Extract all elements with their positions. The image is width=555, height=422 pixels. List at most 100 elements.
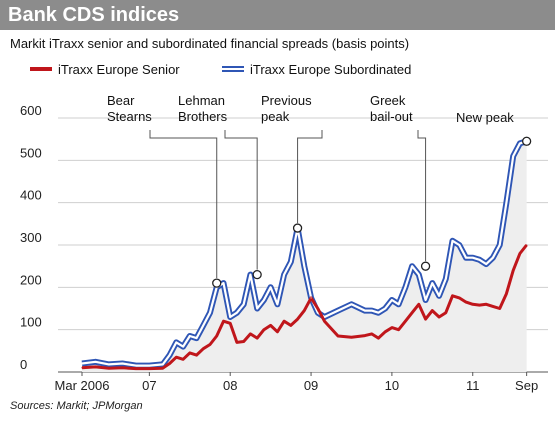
annotation-marker-2 bbox=[292, 223, 303, 233]
senior-point-35 bbox=[377, 337, 380, 339]
senior-point-39 bbox=[404, 320, 406, 322]
senior-point-5 bbox=[148, 368, 150, 370]
subordinated-point-45 bbox=[445, 278, 447, 280]
subordinated-point-12 bbox=[202, 324, 204, 327]
legend-senior-label: iTraxx Europe Senior bbox=[58, 61, 180, 77]
subordinated-point-25 bbox=[290, 261, 292, 263]
senior-point-31 bbox=[337, 335, 339, 337]
senior-point-33 bbox=[364, 334, 366, 337]
senior-point-52 bbox=[492, 305, 494, 307]
subordinated-point-6 bbox=[162, 363, 164, 365]
senior-point-54 bbox=[505, 293, 508, 295]
subordinated-point-20 bbox=[256, 307, 258, 310]
subordinated-point-39 bbox=[404, 286, 406, 288]
annotation-label-2-0: Previous bbox=[261, 93, 312, 108]
senior-point-50 bbox=[478, 304, 481, 306]
annotation-marker-1 bbox=[252, 269, 262, 280]
senior-point-14 bbox=[216, 335, 218, 337]
subordinated-point-55 bbox=[512, 155, 514, 157]
annotation-label-2-1: peak bbox=[261, 109, 290, 124]
senior-point-11 bbox=[195, 354, 198, 356]
subordinated-point-21 bbox=[263, 299, 265, 301]
subordinated-point-13 bbox=[209, 312, 211, 314]
subordinated-point-19 bbox=[249, 274, 252, 276]
y-tick-label-300: 300 bbox=[20, 230, 42, 245]
senior-point-17 bbox=[236, 341, 238, 343]
x-tick-labels: Mar 2006 07 08 09 10 11 Sep bbox=[55, 378, 539, 393]
legend-senior-swatch bbox=[30, 67, 52, 71]
senior-point-26 bbox=[296, 318, 299, 320]
subordinated-point-8 bbox=[175, 341, 177, 343]
subordinated-point-15 bbox=[222, 282, 225, 284]
subordinated-point-0 bbox=[81, 362, 83, 365]
senior-point-12 bbox=[202, 348, 204, 350]
senior-point-13 bbox=[209, 343, 211, 346]
annotation-label-3-0: Greek bbox=[370, 93, 406, 108]
senior-point-36 bbox=[384, 331, 386, 333]
subordinated-point-18 bbox=[243, 303, 245, 305]
senior-point-40 bbox=[411, 312, 413, 314]
senior-point-1 bbox=[94, 366, 97, 368]
senior-point-20 bbox=[256, 337, 258, 339]
subordinated-point-37 bbox=[391, 299, 393, 301]
subordinated-point-56 bbox=[519, 142, 521, 144]
senior-point-34 bbox=[371, 333, 373, 335]
y-tick-label-500: 500 bbox=[20, 145, 42, 160]
subordinated-point-3 bbox=[121, 362, 124, 365]
senior-point-23 bbox=[276, 331, 278, 333]
subordinated-point-16 bbox=[229, 316, 231, 318]
subordinated-point-48 bbox=[465, 257, 467, 259]
annotation-marker-4 bbox=[521, 136, 532, 146]
subordinated-point-35 bbox=[377, 312, 380, 314]
senior-point-6 bbox=[162, 367, 164, 369]
subordinated-point-42 bbox=[424, 299, 427, 301]
annotation-marker-0 bbox=[212, 278, 222, 288]
senior-point-48 bbox=[465, 301, 467, 303]
legend-senior: iTraxx Europe Senior bbox=[30, 60, 180, 78]
legend-subordinated: iTraxx Europe Subordinated bbox=[222, 60, 411, 78]
y-tick-labels: 0 100 200 300 400 500 600 bbox=[20, 103, 42, 372]
x-tick-label-4: 10 bbox=[385, 378, 399, 393]
subordinated-point-49 bbox=[472, 257, 474, 259]
subordinated-point-22 bbox=[270, 286, 272, 288]
x-tick-label-1: 07 bbox=[142, 378, 156, 393]
senior-point-2 bbox=[108, 367, 110, 369]
x-tick-label-0: Mar 2006 bbox=[55, 378, 110, 393]
subordinated-point-17 bbox=[236, 312, 238, 314]
subordinated-point-27 bbox=[303, 265, 305, 267]
annotation-marker-3 bbox=[420, 261, 431, 271]
x-tick-label-6: Sep bbox=[515, 378, 538, 393]
legend-subordinated-swatch bbox=[222, 66, 244, 72]
y-tick-label-600: 600 bbox=[20, 103, 42, 118]
senior-point-44 bbox=[438, 316, 440, 318]
subordinated-point-51 bbox=[485, 263, 487, 265]
subordinated-point-4 bbox=[135, 365, 137, 367]
area-layer bbox=[82, 141, 527, 372]
subordinated-point-33 bbox=[364, 310, 366, 312]
senior-point-15 bbox=[222, 320, 225, 322]
y-tick-label-100: 100 bbox=[20, 315, 42, 330]
subordinated-point-31 bbox=[337, 310, 339, 312]
subordinated-point-11 bbox=[195, 337, 198, 339]
senior-point-51 bbox=[485, 303, 487, 305]
annotation-label-4-0: New peak bbox=[456, 110, 514, 125]
subordinated-point-38 bbox=[398, 303, 400, 305]
senior-point-37 bbox=[391, 326, 393, 329]
senior-point-18 bbox=[243, 340, 245, 343]
subordinated-point-41 bbox=[418, 274, 420, 276]
subordinated-point-2 bbox=[108, 363, 110, 365]
senior-point-57 bbox=[526, 244, 528, 246]
annotation-leader-2 bbox=[297, 130, 323, 224]
senior-point-42 bbox=[424, 318, 427, 320]
chart-title: Bank CDS indices bbox=[8, 4, 180, 26]
y-tick-label-400: 400 bbox=[20, 188, 42, 203]
annotation-label-3-1: bail-out bbox=[370, 109, 413, 124]
subordinated-point-10 bbox=[189, 335, 191, 337]
senior-point-7 bbox=[168, 362, 171, 365]
senior-point-22 bbox=[270, 324, 272, 327]
subordinated-point-36 bbox=[384, 307, 386, 310]
senior-point-4 bbox=[135, 368, 137, 370]
senior-point-29 bbox=[317, 307, 319, 310]
